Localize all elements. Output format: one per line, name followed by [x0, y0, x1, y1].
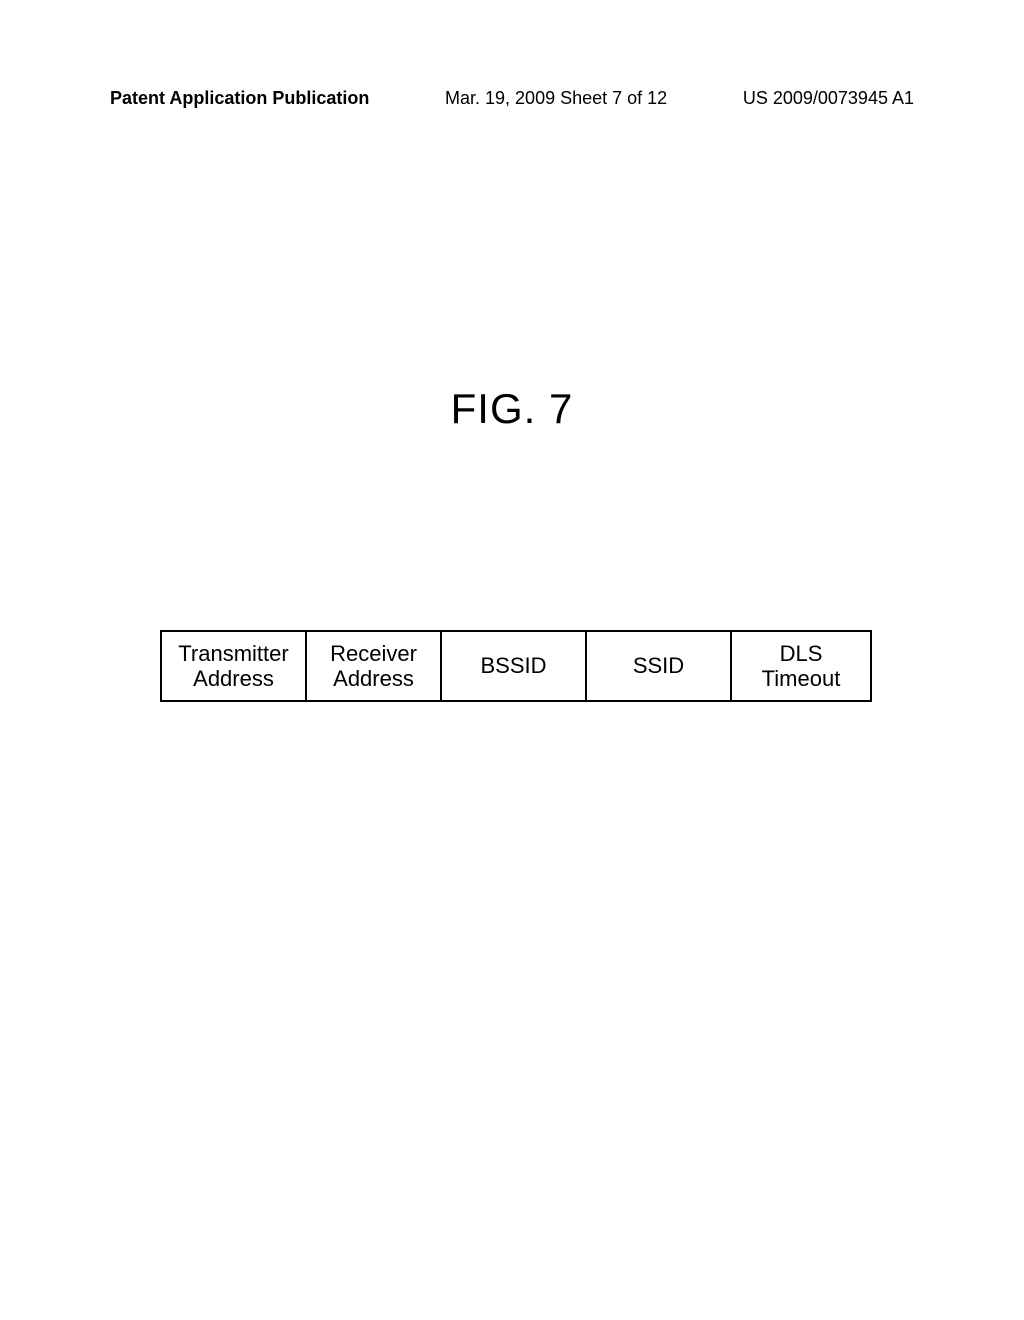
cell-line1: Receiver: [330, 641, 417, 666]
cell-transmitter-address: Transmitter Address: [161, 631, 306, 701]
page-header: Patent Application Publication Mar. 19, …: [110, 88, 914, 109]
cell-receiver-address: Receiver Address: [306, 631, 441, 701]
frame-fields-table: Transmitter Address Receiver Address BSS…: [160, 630, 872, 702]
header-date-sheet: Mar. 19, 2009 Sheet 7 of 12: [445, 88, 667, 109]
cell-line2: Timeout: [762, 666, 841, 691]
header-publication-number: US 2009/0073945 A1: [743, 88, 914, 109]
cell-line1: BSSID: [480, 653, 546, 678]
header-publication-type: Patent Application Publication: [110, 88, 369, 109]
cell-line2: Address: [333, 666, 414, 691]
cell-line1: DLS: [780, 641, 823, 666]
figure-title: FIG. 7: [0, 385, 1024, 433]
cell-bssid: BSSID: [441, 631, 586, 701]
cell-line1: SSID: [633, 653, 684, 678]
cell-line2: Address: [193, 666, 274, 691]
cell-line1: Transmitter: [178, 641, 288, 666]
table-row: Transmitter Address Receiver Address BSS…: [161, 631, 871, 701]
cell-dls-timeout: DLS Timeout: [731, 631, 871, 701]
cell-ssid: SSID: [586, 631, 731, 701]
